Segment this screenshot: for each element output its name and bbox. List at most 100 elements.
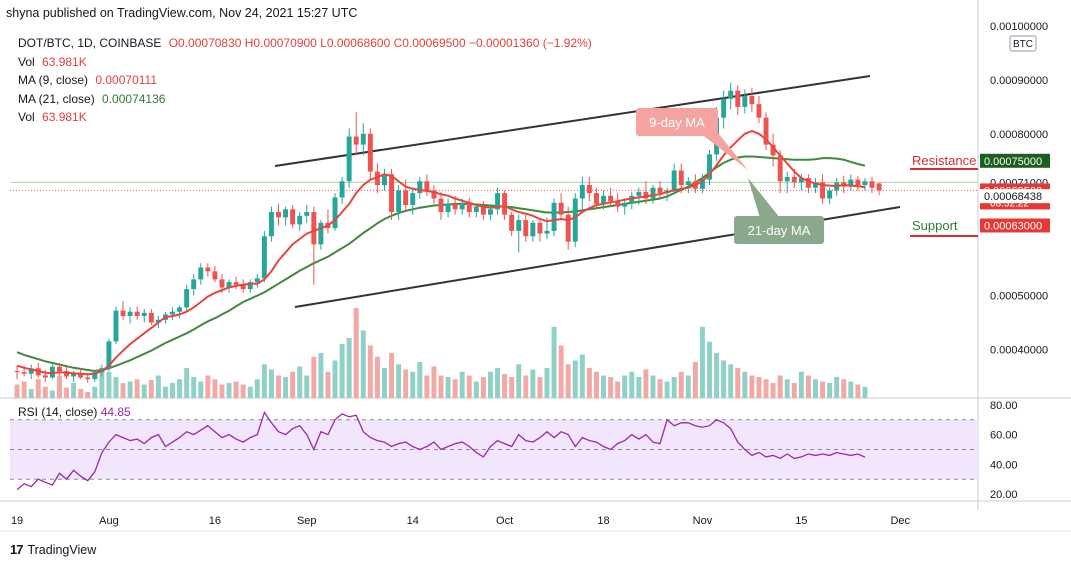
candle-body — [56, 366, 62, 372]
volume-series — [14, 308, 868, 398]
candle-body — [473, 206, 479, 212]
candle — [360, 123, 366, 156]
candle — [728, 82, 734, 110]
volume-bar — [127, 381, 133, 398]
candle-body — [685, 181, 691, 186]
candle-body — [64, 371, 69, 377]
time-tick-label: Dec — [890, 515, 910, 527]
candle — [191, 274, 197, 296]
candle — [148, 309, 154, 326]
legend-ma21-row[interactable]: MA (21, close) 0.00074136 — [18, 90, 596, 109]
volume-bar — [749, 375, 755, 398]
legend-vol-row[interactable]: Vol 63.981K — [18, 53, 596, 72]
candle-body — [516, 220, 522, 231]
candle-body — [678, 170, 684, 186]
volume-bar — [219, 384, 225, 398]
candle — [579, 176, 585, 210]
candle-body — [657, 187, 663, 194]
candle-body — [579, 185, 585, 199]
volume-bar — [325, 371, 331, 398]
candle — [283, 206, 289, 226]
candle — [622, 198, 628, 215]
candle-body — [608, 195, 614, 202]
volume-bar — [431, 366, 437, 398]
price-badge-label: 0.00063000 — [984, 220, 1042, 232]
candle-body — [601, 195, 606, 204]
candle-body — [28, 368, 34, 374]
volume-bar — [466, 375, 472, 398]
candle — [756, 96, 762, 124]
volume-bar — [276, 375, 281, 398]
volume-bar — [495, 368, 501, 398]
volume-bar — [770, 383, 776, 398]
volume-bar — [134, 379, 140, 398]
volume-bar — [509, 377, 515, 398]
volume-bar — [480, 377, 486, 398]
volume-bar — [35, 379, 41, 398]
candle — [346, 128, 352, 188]
candle-body — [148, 312, 154, 323]
candle-body — [855, 179, 861, 186]
candle — [699, 174, 705, 194]
price-badge: 0.00075000 — [980, 153, 1050, 168]
price-badge-countdown: 08:32:22 — [990, 198, 1029, 209]
candle-body — [184, 289, 190, 308]
candle-body — [770, 144, 776, 156]
volume-bar — [120, 383, 126, 398]
candle-body — [290, 209, 296, 225]
candle — [431, 185, 437, 204]
candle-body — [424, 181, 430, 191]
legend-vol2-row[interactable]: Vol 63.981K — [18, 108, 596, 127]
candle — [876, 182, 882, 196]
volume-bar — [699, 326, 705, 398]
volume-bar — [417, 362, 423, 398]
volume-bar — [205, 375, 211, 398]
candle — [367, 128, 373, 180]
price-badge: 0.00063000 — [980, 218, 1050, 233]
volume-bar — [254, 379, 260, 398]
candle-body — [360, 133, 366, 145]
candle — [608, 187, 614, 207]
footer-brand[interactable]: 17 TradingView — [10, 542, 96, 557]
legend-ma9-row[interactable]: MA (9, close) 0.00070111 — [18, 71, 596, 90]
candle — [318, 220, 324, 250]
volume-bar — [643, 369, 649, 398]
volume-bar — [318, 353, 324, 398]
volume-bar — [184, 368, 190, 398]
volume-bar — [636, 377, 642, 398]
legend-ohlc: O0.00070830 H0.00070900 L0.00068600 C0.0… — [168, 36, 592, 50]
volume-bar — [487, 371, 493, 398]
candle-body — [283, 209, 289, 218]
ma9-callout-box — [636, 108, 718, 136]
volume-bar — [678, 371, 684, 398]
candle-body — [452, 203, 458, 210]
price-badge-bg — [980, 189, 1050, 204]
candle-body — [382, 174, 387, 186]
volume-bar — [212, 379, 218, 398]
candle — [14, 365, 20, 380]
candle-body — [480, 206, 486, 215]
candle — [332, 193, 338, 231]
volume-bar — [692, 362, 698, 398]
support-label: Support — [912, 218, 958, 233]
candle-body — [120, 310, 126, 317]
candle — [509, 212, 515, 237]
time-tick-label: Oct — [496, 515, 513, 527]
volume-bar — [629, 371, 635, 398]
candle-body — [219, 279, 225, 288]
candle-body — [777, 155, 783, 182]
rsi-tick-label: 20.00 — [990, 489, 1018, 501]
time-tick-label: 15 — [795, 515, 807, 527]
volume-bar — [798, 371, 804, 398]
candle-body — [261, 236, 267, 279]
candle-body — [537, 222, 543, 234]
resistance-marker: Resistance — [910, 153, 978, 170]
ma9-callout-text: 9-day MA — [649, 115, 705, 130]
volume-bar — [848, 381, 854, 398]
candle-body — [346, 136, 352, 182]
candle-body — [551, 202, 557, 231]
candle — [141, 309, 147, 323]
rsi-legend-value: 44.85 — [101, 405, 131, 419]
candle — [565, 206, 571, 250]
